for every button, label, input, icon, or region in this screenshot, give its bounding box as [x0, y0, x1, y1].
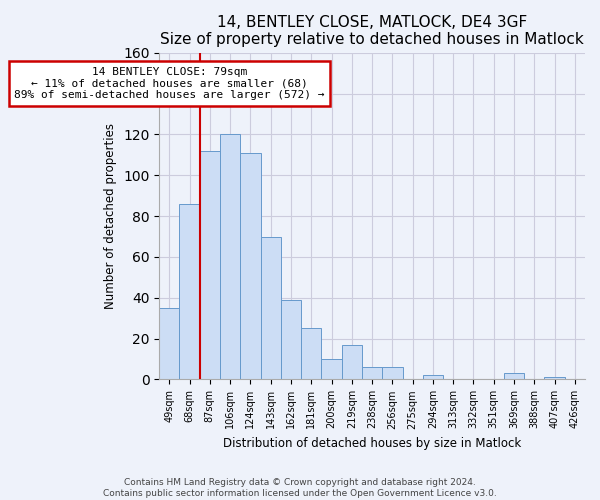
- Bar: [362, 367, 382, 380]
- Bar: [179, 204, 200, 380]
- Title: 14, BENTLEY CLOSE, MATLOCK, DE4 3GF
Size of property relative to detached houses: 14, BENTLEY CLOSE, MATLOCK, DE4 3GF Size…: [160, 15, 584, 48]
- Bar: [382, 367, 403, 380]
- Text: Contains HM Land Registry data © Crown copyright and database right 2024.
Contai: Contains HM Land Registry data © Crown c…: [103, 478, 497, 498]
- Bar: [544, 378, 565, 380]
- Bar: [240, 153, 260, 380]
- Bar: [159, 308, 179, 380]
- Bar: [200, 150, 220, 380]
- Bar: [504, 374, 524, 380]
- Bar: [341, 344, 362, 380]
- Bar: [301, 328, 322, 380]
- Bar: [260, 236, 281, 380]
- Bar: [281, 300, 301, 380]
- Bar: [322, 359, 341, 380]
- X-axis label: Distribution of detached houses by size in Matlock: Distribution of detached houses by size …: [223, 437, 521, 450]
- Bar: [220, 134, 240, 380]
- Y-axis label: Number of detached properties: Number of detached properties: [104, 123, 118, 309]
- Text: 14 BENTLEY CLOSE: 79sqm
← 11% of detached houses are smaller (68)
89% of semi-de: 14 BENTLEY CLOSE: 79sqm ← 11% of detache…: [14, 67, 325, 100]
- Bar: [423, 376, 443, 380]
